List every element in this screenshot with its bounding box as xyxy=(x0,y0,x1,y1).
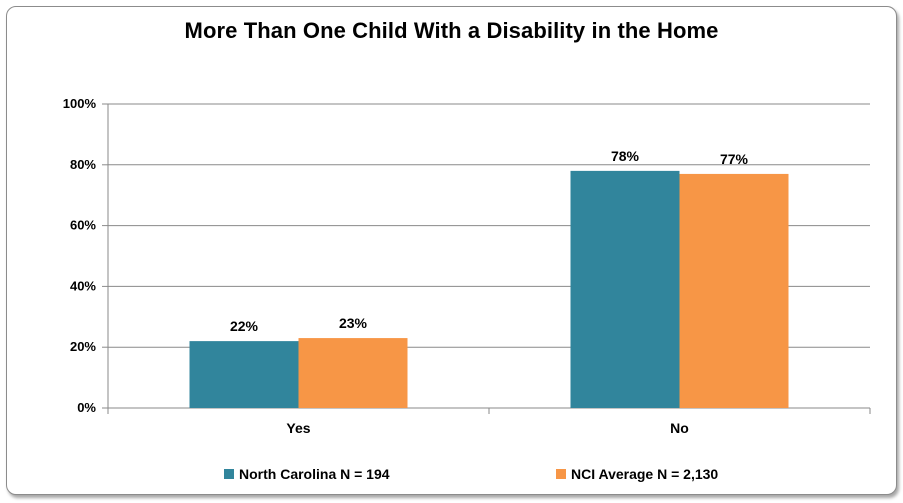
bar xyxy=(570,170,680,408)
data-label: 23% xyxy=(339,315,368,331)
bar xyxy=(679,173,789,408)
y-tick-label: 40% xyxy=(70,278,96,293)
y-tick-label: 100% xyxy=(63,96,97,111)
bar xyxy=(189,341,299,408)
x-tick-label: No xyxy=(670,420,689,436)
y-tick-label: 80% xyxy=(70,157,96,172)
legend-label-nci-average: NCI Average N = 2,130 xyxy=(571,466,719,482)
legend-item-nci-average: NCI Average N = 2,130 xyxy=(556,466,718,482)
y-tick-label: 0% xyxy=(77,400,96,415)
legend-label-north-carolina: North Carolina N = 194 xyxy=(239,466,390,482)
data-label: 22% xyxy=(230,318,259,334)
data-label: 77% xyxy=(720,151,749,167)
x-tick-label: Yes xyxy=(286,420,310,436)
legend: North Carolina N = 194 NCI Average N = 2… xyxy=(0,466,903,486)
y-tick-label: 20% xyxy=(70,339,96,354)
chart-title: More Than One Child With a Disability in… xyxy=(184,18,719,43)
y-tick-label: 60% xyxy=(70,218,96,233)
legend-swatch-nci-average xyxy=(556,469,566,479)
legend-item-north-carolina: North Carolina N = 194 xyxy=(224,466,390,482)
legend-swatch-north-carolina xyxy=(224,469,234,479)
bar xyxy=(298,338,408,408)
data-label: 78% xyxy=(611,148,640,164)
